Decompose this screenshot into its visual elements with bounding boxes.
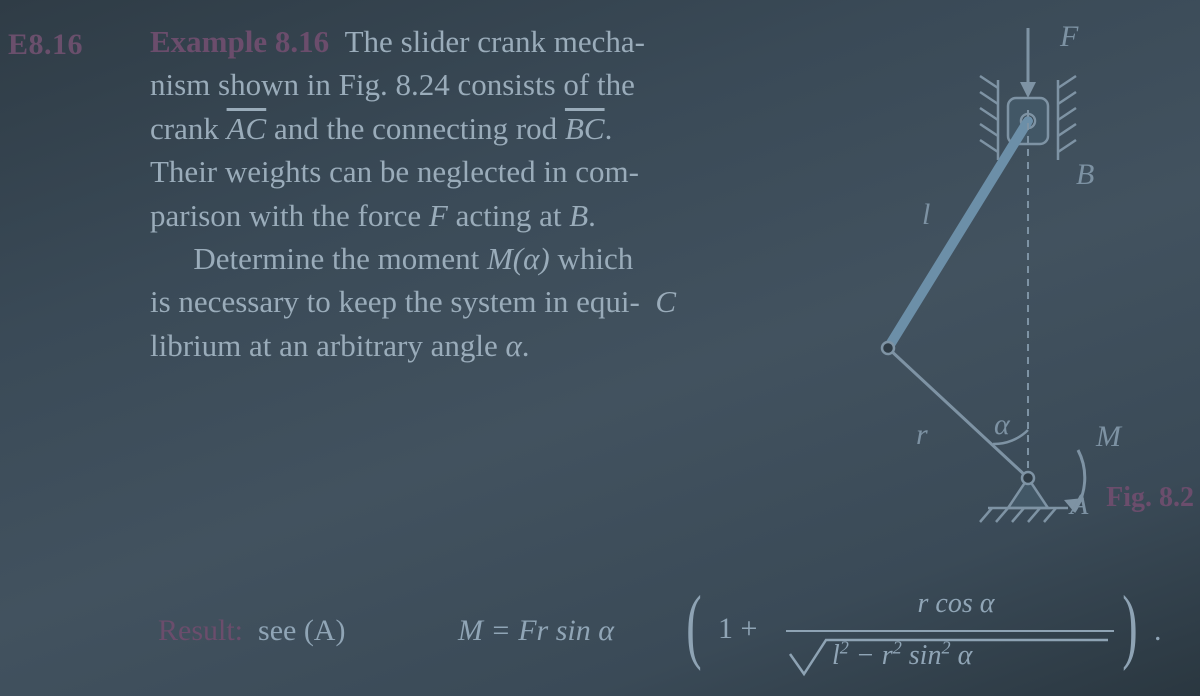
label-b: B — [1076, 158, 1094, 192]
eq-left: M = Fr sin α — [458, 614, 614, 648]
page-root: E8.16 Example 8.16 The slider crank mech… — [0, 0, 1200, 696]
p1-h: acting at — [448, 198, 569, 233]
p1-i: . — [588, 198, 596, 233]
result-period: . — [1154, 614, 1162, 648]
point-c-ref: C — [655, 284, 676, 319]
p1-g: parison with the force — [150, 198, 429, 233]
result-word: Result: — [158, 614, 243, 647]
p2-d: librium at an arbitrary angle — [150, 328, 506, 363]
result-line: Result: see (A) M = Fr sin α ( 1 + r cos… — [158, 580, 1198, 690]
p1-b: nism shown in Fig. 8.24 consists of the — [150, 67, 635, 102]
den-alpha: α — [951, 640, 973, 671]
result-see-a: see (A) — [258, 614, 345, 647]
figure-8-24: F B l r α M A Fig. 8.2 — [860, 10, 1190, 530]
label-f: F — [1060, 20, 1078, 54]
p1-d: and the connecting rod — [266, 111, 565, 146]
denominator-text: l2 − r2 sin2 α — [832, 640, 972, 672]
p1-e: . — [605, 111, 613, 146]
figure-caption: Fig. 8.2 — [1106, 482, 1194, 514]
result-see — [251, 614, 259, 647]
crank-ac: AC — [227, 111, 267, 146]
fraction-bar — [786, 630, 1114, 632]
force-f: F — [429, 198, 448, 233]
label-l: l — [922, 198, 930, 232]
p1-a: The slider crank mecha- — [345, 24, 645, 59]
example-label: Example 8.16 — [150, 24, 329, 59]
p2-a: Determine the moment — [193, 241, 487, 276]
p2-e: . — [522, 328, 530, 363]
p2-c: is necessary to keep the system in equi- — [150, 284, 640, 319]
den-sin: sin — [902, 640, 942, 671]
label-r: r — [916, 418, 928, 452]
example-body: Example 8.16 The slider crank mecha- nis… — [150, 20, 840, 367]
den-minus: − — [849, 640, 882, 671]
label-a: A — [1070, 488, 1088, 522]
moment-m-alpha: M(α) — [487, 241, 550, 276]
fraction-numerator: r cos α — [806, 588, 1106, 620]
den-r: r — [882, 640, 893, 671]
rod-bc: BC — [565, 111, 605, 146]
paragraph-2: Determine the moment M(α) which — [150, 237, 840, 280]
p1-f: Their weights can be neglected in com- — [150, 154, 639, 189]
p1-c: crank — [150, 111, 227, 146]
p2-b: which — [550, 241, 634, 276]
den-l: l — [832, 640, 840, 671]
angle-alpha: α — [506, 328, 522, 363]
eq-paren-group: ( 1 + r cos α l2 − r2 sin2 α ) — [688, 578, 1198, 688]
example-tag: E8.16 — [8, 28, 83, 62]
result-lead: Result: see (A) — [158, 614, 345, 648]
fraction-denominator: l2 − r2 sin2 α — [786, 636, 1114, 680]
left-paren: ( — [686, 584, 701, 668]
right-paren: ) — [1122, 584, 1137, 668]
one-plus: 1 + — [718, 612, 757, 646]
label-m: M — [1096, 420, 1121, 454]
label-alpha: α — [994, 408, 1010, 442]
point-b: B — [569, 198, 588, 233]
